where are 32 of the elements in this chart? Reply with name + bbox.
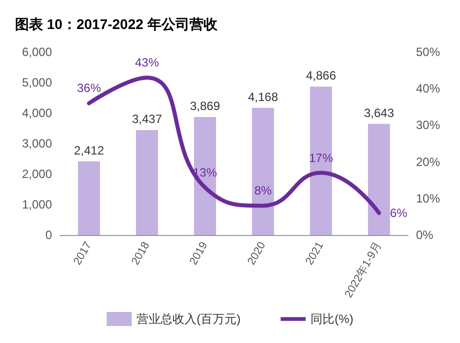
y2-tick-label: 10% (416, 191, 440, 206)
y-tick-label: 1,000 (22, 198, 52, 212)
data-label: 3,643 (364, 106, 394, 120)
data-label: 43% (134, 56, 160, 70)
y2-tick-label: 40% (416, 82, 440, 96)
data-label: 3,869 (190, 98, 220, 113)
legend-label: 营业总收入(百万元) (136, 312, 241, 326)
legend-label: 同比(%) (310, 312, 354, 326)
y-tick-label: 0 (45, 228, 52, 242)
bar (78, 161, 100, 235)
y2-tick-label: 0% (416, 228, 434, 242)
y-tick-label: 2,000 (22, 167, 52, 181)
data-label: 2,412 (74, 143, 104, 158)
y2-tick-label: 20% (416, 154, 440, 169)
y2-tick-label: 50% (416, 45, 440, 59)
bar (136, 130, 158, 235)
bar (310, 86, 332, 235)
y2-tick-label: 30% (416, 118, 440, 132)
data-label: 4,866 (306, 68, 336, 83)
y-tick-label: 4,000 (22, 106, 52, 120)
y-tick-label: 3,000 (22, 136, 52, 150)
data-label: 8% (254, 184, 272, 198)
data-label: 3,437 (132, 112, 162, 126)
y-tick-label: 5,000 (22, 76, 52, 90)
data-label: 4,168 (248, 90, 278, 104)
data-label: 6% (390, 206, 408, 220)
y-tick-label: 6,000 (22, 45, 52, 59)
data-label: 36% (76, 81, 102, 96)
chart-title: 图表 10：2017-2022 年公司营收 (15, 16, 218, 32)
bar (252, 108, 274, 235)
bar (368, 124, 390, 235)
bar (194, 116, 216, 235)
